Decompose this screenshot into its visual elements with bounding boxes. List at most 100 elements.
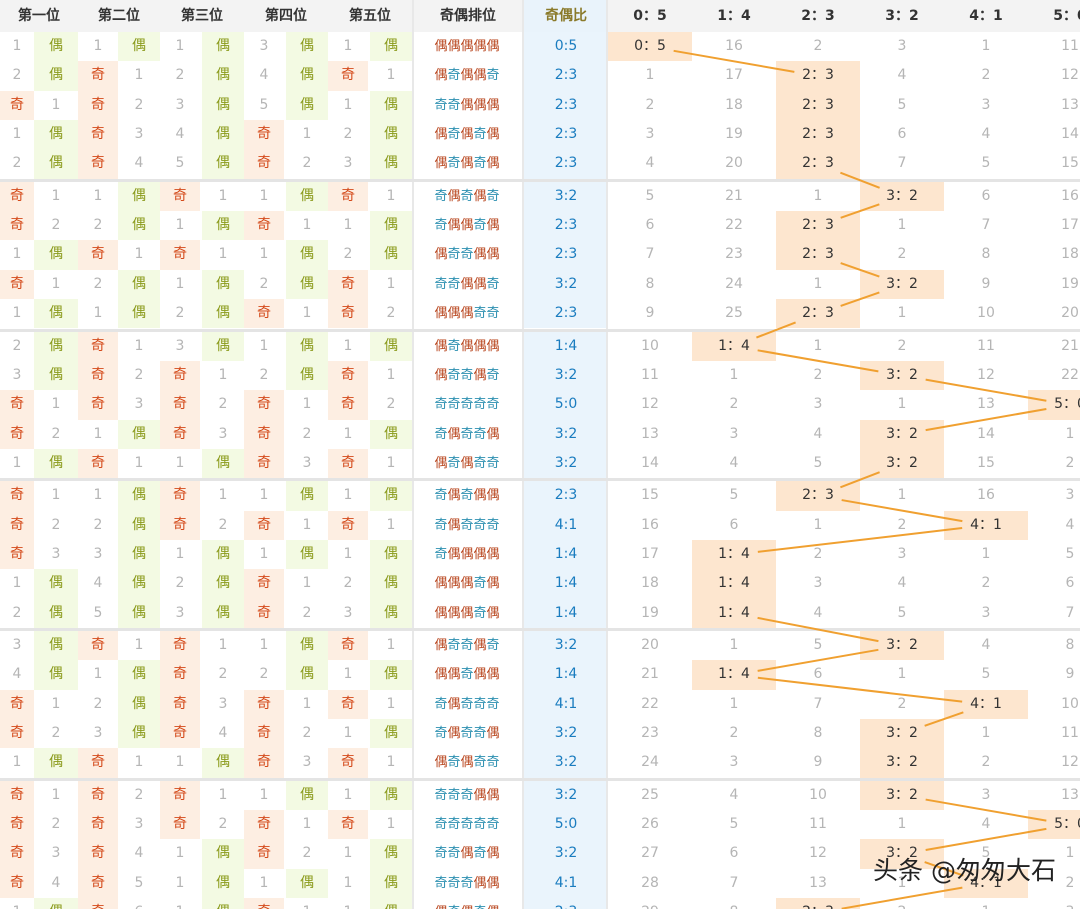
pattern-char: 奇: [447, 127, 461, 143]
position-cell: 3: [175, 337, 185, 354]
distribution-miss: 4: [813, 604, 823, 621]
header-cell: 0：5: [608, 0, 692, 32]
position-cell: 奇: [0, 481, 34, 511]
distribution-miss: 18: [725, 96, 743, 113]
distribution-hit: 1：4: [692, 598, 776, 628]
pattern-char: 奇: [473, 127, 487, 143]
pattern-char: 奇: [460, 488, 474, 504]
watermark: 头条 @匆匆大石: [873, 856, 1056, 885]
header-cell: 3：2: [860, 0, 944, 32]
position-cell: 1: [286, 898, 328, 909]
pattern-char: 偶: [434, 156, 448, 172]
position-cell: 偶: [370, 598, 412, 628]
pattern-char: 奇: [460, 247, 474, 263]
distribution-miss: 5: [813, 454, 823, 471]
position-cell: 1: [259, 337, 269, 354]
position-cell: 偶: [370, 90, 412, 121]
position-cell: 偶: [202, 539, 244, 570]
distribution-miss: 2: [729, 396, 739, 413]
pattern-cell: 偶偶偶奇奇: [412, 299, 522, 328]
position-cell: 偶: [370, 331, 412, 361]
pattern-char: 奇: [447, 905, 460, 909]
ratio-cell: 5:0: [524, 390, 608, 420]
pattern-char: 奇: [460, 517, 474, 533]
position-cell: 偶: [286, 481, 328, 511]
position-cell: 偶: [34, 598, 78, 628]
distribution-miss: 13: [1061, 786, 1079, 803]
position-cell: 2: [302, 725, 312, 742]
distribution-miss: 15: [641, 487, 659, 504]
ratio-cell: 3:2: [524, 719, 608, 749]
pattern-char: 偶: [473, 546, 487, 562]
ratio-cell: 3:2: [524, 780, 608, 811]
distribution-hit: 3：2: [860, 631, 944, 661]
trend-segment: [925, 408, 1047, 432]
distribution-hit: 4：1: [944, 510, 1028, 540]
distribution-miss: 3: [1065, 487, 1075, 504]
position-cell: 1: [343, 666, 353, 683]
pattern-char: 偶: [460, 846, 474, 862]
position-cell: 1: [175, 217, 185, 234]
distribution-miss: 18: [1061, 246, 1079, 263]
pattern-char: 偶: [486, 488, 500, 504]
pattern-char: 奇: [460, 397, 474, 413]
distribution-miss: 21: [725, 187, 743, 204]
position-cell: 偶: [202, 149, 244, 179]
distribution-miss: 18: [641, 575, 659, 592]
ratio-cell: 2:3: [524, 90, 608, 121]
distribution-miss: 11: [641, 366, 659, 383]
position-cell: 1: [218, 786, 228, 803]
position-cell: 2: [343, 575, 353, 592]
position-cell: 偶: [34, 61, 78, 91]
header-cell: 第四位: [244, 0, 328, 32]
pattern-char: 偶: [486, 605, 500, 621]
pattern-char: 奇: [460, 367, 474, 383]
ratio-cell: 3:2: [524, 419, 608, 449]
distribution-miss: 11: [809, 816, 827, 833]
position-cell: 5: [259, 96, 269, 113]
position-cell: 1: [259, 487, 269, 504]
pattern-char: 偶: [473, 68, 487, 84]
position-cell: 1: [386, 454, 396, 471]
position-cell: 偶: [286, 331, 328, 361]
position-cell: 2: [259, 275, 269, 292]
position-cell: 4: [51, 874, 61, 891]
position-cell: 奇: [160, 390, 200, 420]
position-cell: 2: [218, 816, 228, 833]
pattern-char: 奇: [473, 817, 487, 833]
distribution-miss: 20: [725, 155, 743, 172]
position-cell: 4: [134, 155, 144, 172]
position-cell: 奇: [328, 390, 368, 420]
distribution-hit: 3：2: [860, 360, 944, 391]
position-cell: 奇: [0, 211, 34, 241]
ratio-cell: 3:2: [524, 631, 608, 661]
pattern-char: 奇: [447, 817, 461, 833]
position-cell: 偶: [286, 90, 328, 121]
position-cell: 2: [175, 305, 185, 322]
distribution-miss: 1: [897, 217, 907, 234]
position-cell: 1: [51, 396, 61, 413]
position-cell: 2: [51, 425, 61, 442]
distribution-miss: 16: [725, 38, 743, 54]
position-cell: 1: [386, 695, 396, 712]
trend-segment: [841, 499, 963, 523]
distribution-hit: 4：1: [944, 689, 1028, 720]
distribution-miss: 17: [725, 67, 743, 84]
position-cell: 3: [175, 96, 185, 113]
position-cell: 奇: [78, 898, 118, 909]
pattern-char: 偶: [447, 218, 461, 234]
distribution-miss: 5: [645, 187, 655, 204]
position-cell: 1: [93, 487, 103, 504]
position-cell: 1: [51, 96, 61, 113]
distribution-miss: 2: [1065, 454, 1075, 471]
group-divider: [0, 178, 1080, 182]
group-divider: [0, 777, 1080, 781]
position-cell: 奇: [160, 719, 200, 749]
ratio-cell: 2:3: [524, 120, 608, 150]
position-cell: 2: [12, 67, 22, 84]
position-cell: 3: [12, 366, 22, 383]
position-cell: 1: [259, 246, 269, 263]
position-cell: 2: [93, 275, 103, 292]
position-cell: 3: [93, 545, 103, 562]
distribution-miss: 10: [977, 305, 995, 322]
